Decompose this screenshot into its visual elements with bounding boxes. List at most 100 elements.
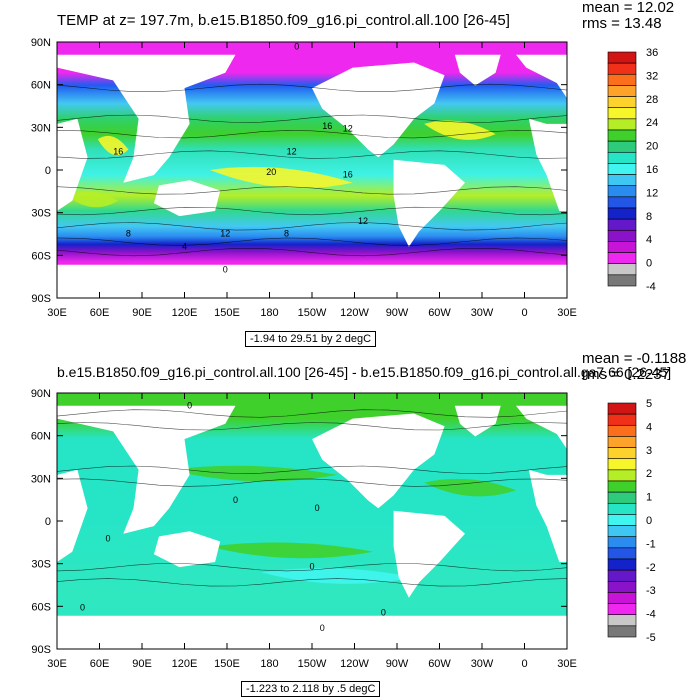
top-chart-title: TEMP at z= 197.7m, b.e15.B1850.f09_g16.p… [57,12,510,29]
colorbar-box [607,73,637,86]
contour-label: 0 [309,562,314,572]
x-tick-label: 150E [214,658,240,670]
x-tick-label: 0 [521,658,527,670]
contour-label: 0 [80,603,85,613]
land-eurasia-east [516,54,567,99]
colorbar-box [607,252,637,265]
colorbar-label: -4 [646,281,656,293]
colorbar-label: 3 [646,445,652,457]
x-tick-label: 30E [47,658,67,670]
y-tick-label: 60N [31,80,51,92]
field-patch [97,135,129,156]
colorbar-box [607,536,637,549]
contour-label: 12 [220,229,230,239]
top-map-panel: 0 16 12 16 12 20 16 12 8 4 8 12 0 30E 60E 90E 120E 150E 18… [31,37,658,319]
y-tick-label: 0 [45,165,51,177]
contour-label: 0 [223,264,228,274]
bottom-map-panel: 0 0 0 0 0 0 0 0 30E 60E 90E 120E 150E 180 150W 120W 90W 6… [31,388,656,670]
colorbar-label: 4 [646,421,652,433]
y-tick-label: 30N [31,473,51,485]
colorbar-label: -1 [646,538,656,550]
field-patch [261,568,414,584]
colorbar-label: 32 [646,70,658,82]
bottom-rms-label: rms = 0.2237 [582,366,670,383]
colorbar-box [607,525,637,538]
contour-label: 4 [182,241,187,251]
x-tick-label: 30E [47,307,67,319]
contour-line [56,578,568,587]
contour-line [56,130,568,139]
contour-label: 8 [284,229,289,239]
colorbar-box [607,274,637,287]
colorbar-box [607,569,637,582]
y-tick-label: 90N [31,388,51,400]
colorbar-box [607,580,637,593]
colorbar-box [607,603,637,616]
colorbar-box [607,163,637,175]
x-tick-label: 60W [428,658,451,670]
y-tick-label: 90S [31,293,51,305]
colorbar-box [607,547,637,560]
colorbar-label: 5 [646,398,652,410]
x-tick-label: 120E [172,307,198,319]
colorbar-label: -5 [646,632,656,644]
contour-line [56,186,568,195]
y-tick-label: 90N [31,37,51,49]
land-south-america [393,510,465,598]
bottom-mean-label: mean = -0.1188 [582,350,687,367]
land-antarctica [57,264,567,298]
y-tick-label: 30S [31,559,51,571]
colorbar-box [607,514,637,526]
contour-label: 12 [343,124,353,134]
contour-label: 16 [113,147,123,157]
colorbar-label: 20 [646,141,658,153]
colorbar-box [607,218,637,231]
x-tick-label: 60E [90,658,110,670]
contour-label: 16 [343,170,353,180]
top-mean-label: mean = 12.02 [582,0,675,16]
land-africa-right [528,469,567,562]
colorbar-box [607,62,637,75]
bottom-range-caption: -1.223 to 2.118 by .5 degC [241,681,381,697]
colorbar-box [607,458,637,471]
colorbar-box [607,436,637,448]
land-africa [57,118,88,211]
contour-line [56,150,568,159]
x-tick-label: 180 [260,658,278,670]
colorbar-box [607,480,637,493]
field-patch [210,542,374,559]
y-tick-label: 90S [31,644,51,656]
colorbar-box [607,491,637,504]
colorbar-box [607,85,637,97]
x-tick-label: 120E [172,658,198,670]
colorbar-label: -2 [646,562,656,574]
colorbar-label: 1 [646,492,652,504]
top-range-caption: -1.94 to 29.51 by 2 degC [245,331,377,347]
colorbar-box [607,174,637,187]
colorbar-box [607,196,637,209]
contour-label: 0 [105,533,110,543]
land-greenland [454,405,501,437]
contour-label: 0 [315,503,320,513]
y-tick-label: 60S [31,601,51,613]
contour-label: 0 [187,400,192,410]
colorbar-box [607,229,637,242]
colorbar-label: 28 [646,94,658,106]
contour-label: 0 [320,623,325,633]
land-south-america [393,159,465,247]
colorbar-box [607,424,637,437]
contour-line [56,409,568,418]
land-eurasia-east [516,405,567,450]
x-tick-label: 90E [132,307,152,319]
x-tick-label: 120W [340,307,369,319]
x-tick-label: 150W [298,307,327,319]
colorbar-box [607,402,637,415]
colorbar-label: 12 [646,187,658,199]
y-tick-label: 30N [31,122,51,134]
colorbar-label: -4 [646,609,656,621]
x-tick-label: 150W [298,658,327,670]
land-north-america [312,62,445,158]
contour-line [56,248,568,257]
y-tick-label: 60S [31,250,51,262]
